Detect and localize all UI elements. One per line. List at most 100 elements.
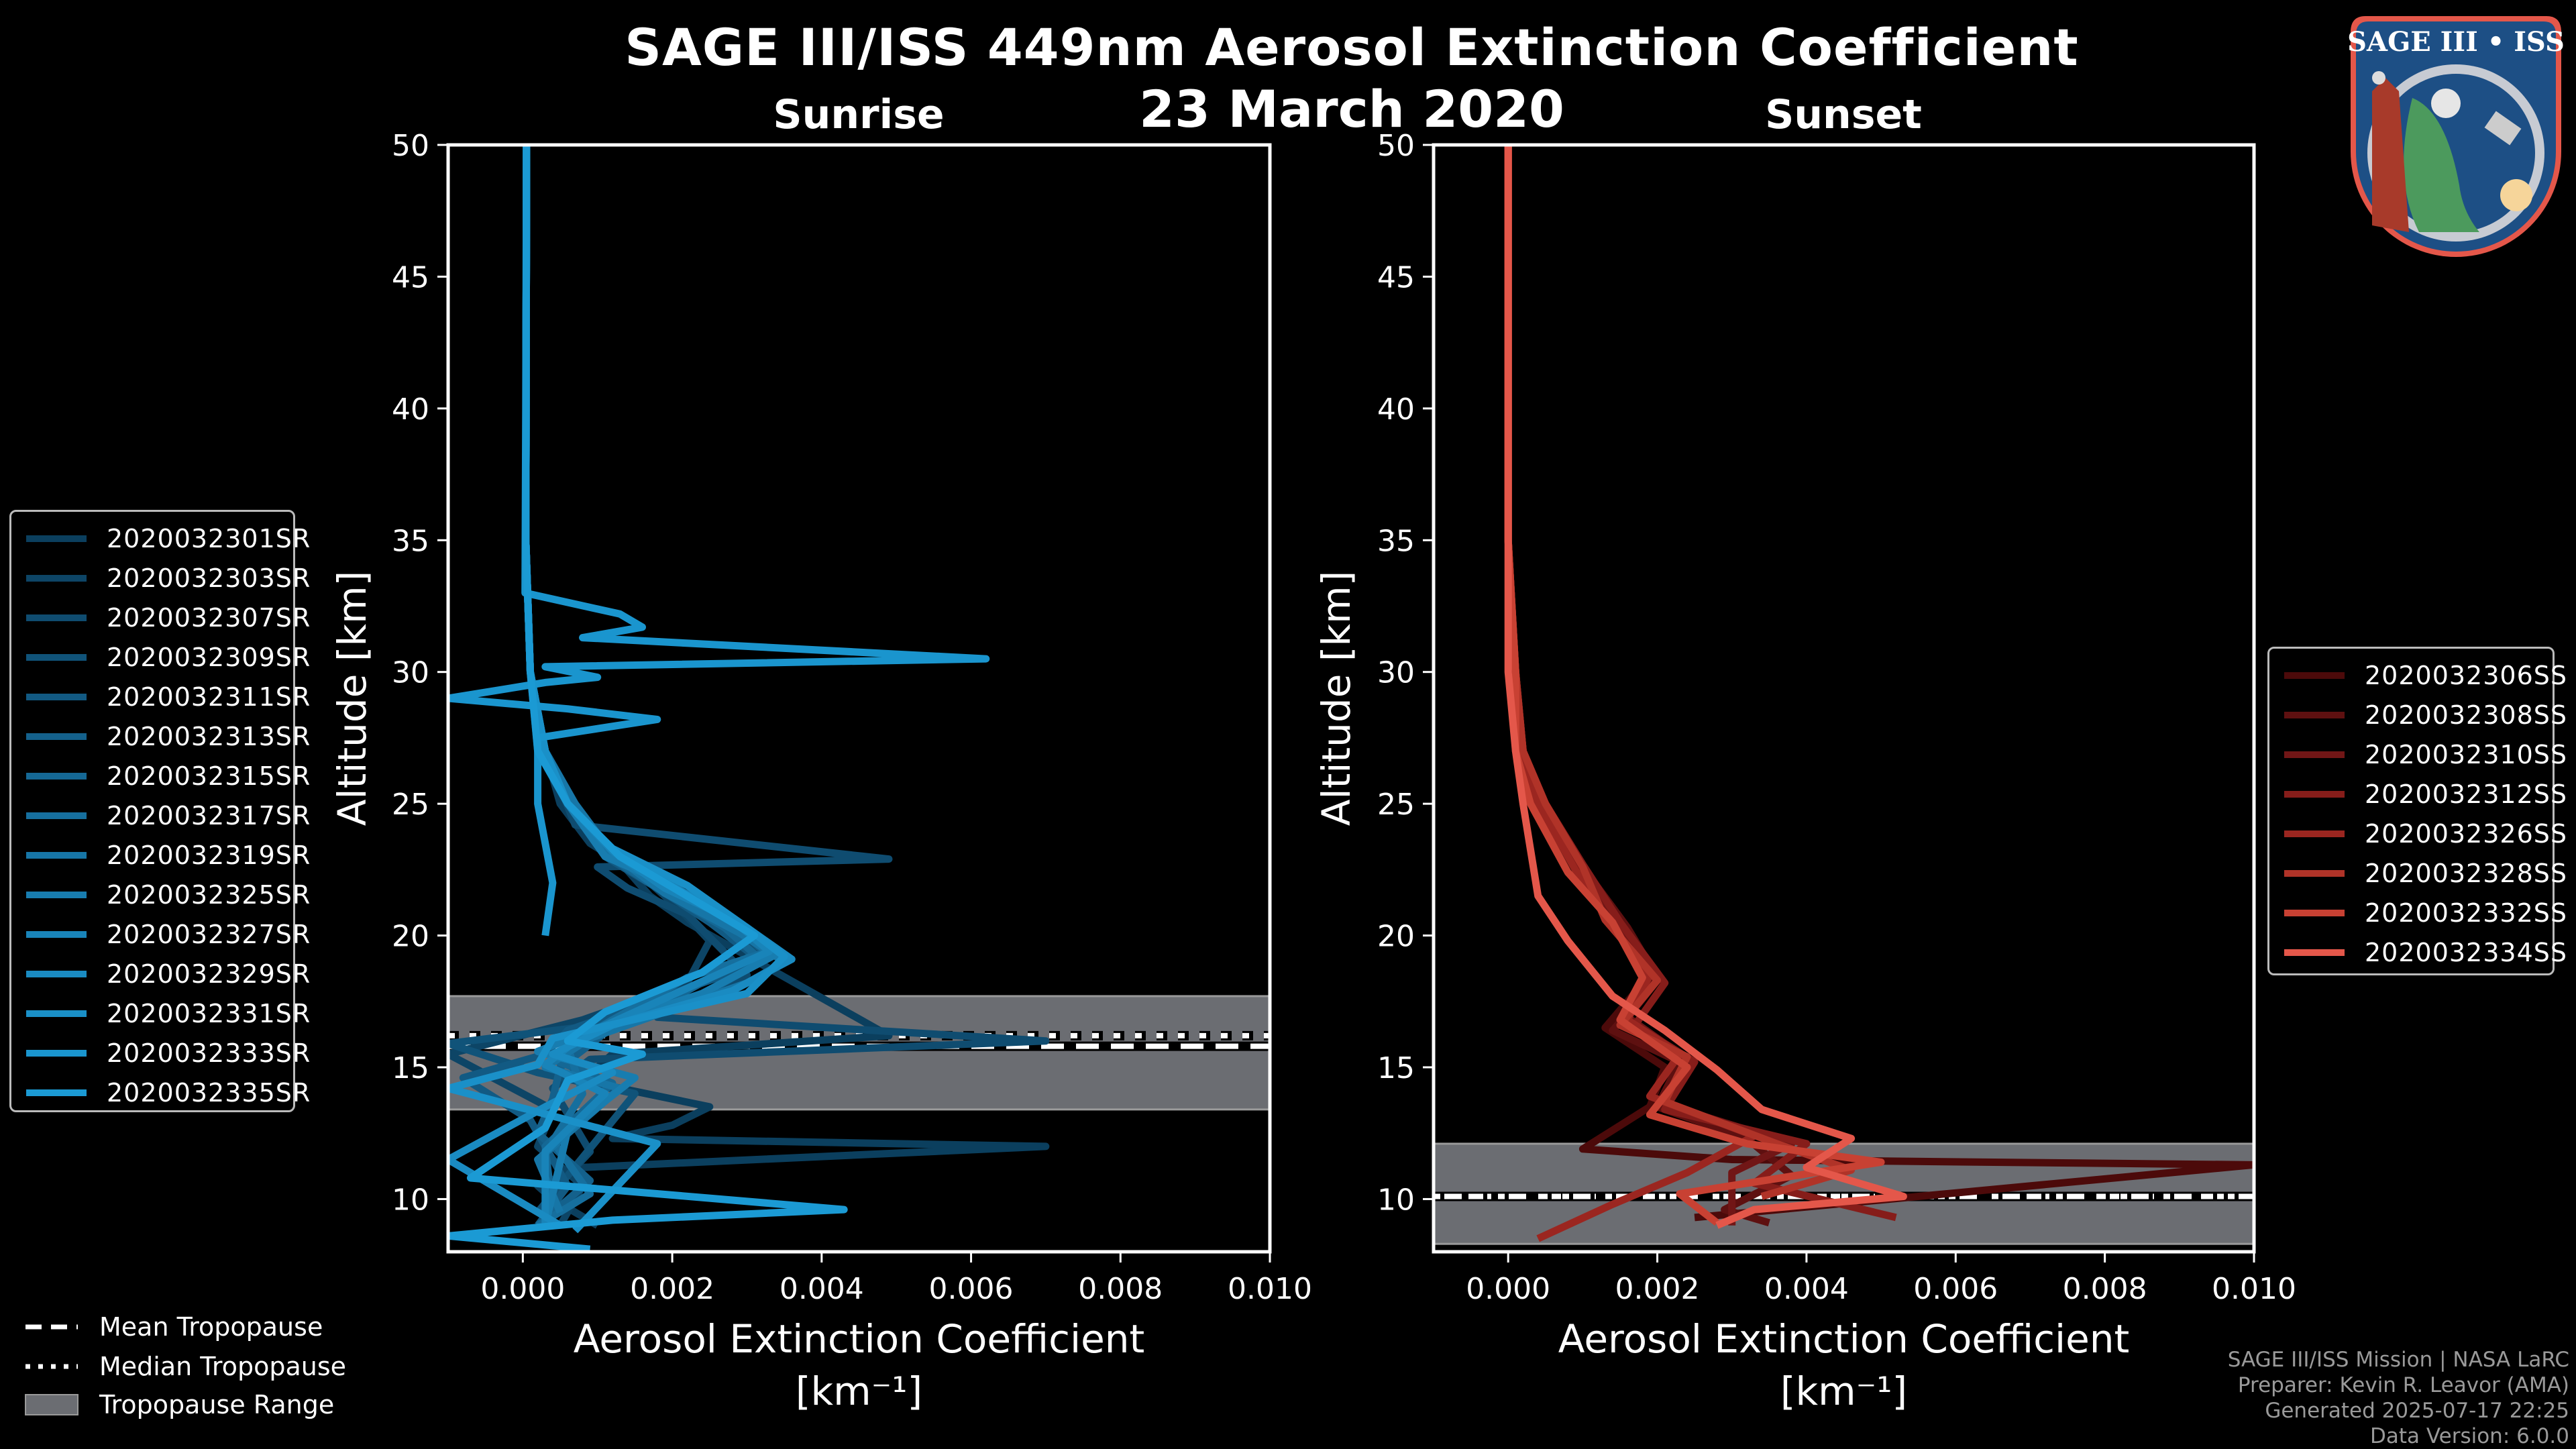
sunrise-xtick-label: 0.002 [630, 1272, 714, 1306]
legend-swatch [26, 1050, 87, 1057]
legend-label: 2020032315SR [107, 761, 311, 791]
sunset-ytick-label: 10 [1377, 1183, 1415, 1217]
legend-item: 2020032303SR [26, 564, 311, 593]
sunset-xtick-label: 0.008 [2063, 1272, 2147, 1306]
panel-title-sunrise: Sunrise [773, 91, 945, 138]
legend-label: 2020032325SR [107, 880, 311, 910]
legend-item: 2020032335SR [26, 1078, 311, 1108]
legend-range-label: Tropopause Range [99, 1390, 335, 1419]
legend-label: 2020032310SS [2365, 740, 2568, 769]
dotted-line-icon [25, 1364, 78, 1369]
credit-data-version: Data Version: 6.0.0 [2369, 1424, 2569, 1448]
sunset-xtick-label: 0.004 [1764, 1272, 1849, 1306]
sunset-xaxis-label: Aerosol Extinction Coefficient [1558, 1316, 2130, 1362]
legend-swatch [2284, 672, 2345, 679]
sunrise-ytick-label: 40 [392, 392, 429, 427]
legend-label: 2020032306SS [2365, 661, 2568, 690]
legend-swatch [26, 575, 87, 582]
legend-swatch [26, 614, 87, 621]
sunrise-xtick-label: 0.008 [1078, 1272, 1163, 1306]
sunset-xaxis-units: [km⁻¹] [1780, 1368, 1907, 1414]
dashed-line-icon [25, 1324, 78, 1330]
legend-label: 2020032329SR [107, 959, 311, 989]
legend-label: 2020032326SS [2365, 819, 2568, 849]
legend-swatch [2284, 830, 2345, 837]
sunrise-plot: 0.000 0.002 0.004 0.006 0.008 0.010 10 15 20 25 30… [329, 129, 1312, 1414]
legend-label: 2020032334SS [2365, 938, 2568, 967]
sunset-xtick-label: 0.000 [1466, 1272, 1550, 1306]
legend-swatch [26, 1010, 87, 1017]
sunrise-xaxis-units: [km⁻¹] [796, 1368, 922, 1414]
legend-label: 2020032332SS [2365, 898, 2568, 928]
legend-swatch [26, 733, 87, 740]
sunset-ytick-label: 45 [1377, 260, 1415, 294]
legend-item: 2020032331SR [26, 999, 311, 1028]
legend-median-tropopause: Median Tropopause [24, 1352, 346, 1381]
legend-item: 2020032309SR [26, 643, 311, 672]
legend-item: 2020032313SR [26, 722, 311, 751]
sunrise-xtick-label: 0.010 [1228, 1272, 1312, 1306]
legend-label: 2020032301SR [107, 524, 311, 553]
legend-swatch [2284, 910, 2345, 916]
legend-swatch [2284, 712, 2345, 718]
sunrise-ytick-label: 45 [392, 260, 429, 294]
legend-label: 2020032308SS [2365, 700, 2568, 730]
legend-item: 2020032311SR [26, 682, 311, 712]
legend-label: 2020032335SR [107, 1078, 311, 1108]
sunset-yaxis-label: Altitude [km] [1313, 571, 1359, 826]
sunrise-ytick-label: 50 [392, 129, 429, 163]
sunset-plot: 0.000 0.002 0.004 0.006 0.008 0.010 10 15 20 25 30… [1313, 129, 2296, 1414]
legend-mean-label: Mean Tropopause [99, 1312, 323, 1342]
legend-item: 2020032310SS [2284, 740, 2567, 769]
legend-item: 2020032307SR [26, 603, 311, 633]
sunset-ytick-label: 40 [1377, 392, 1415, 427]
legend-label: 2020032331SR [107, 999, 311, 1028]
legend-swatch [26, 1089, 87, 1096]
sunrise-axes-frame [446, 143, 1272, 1254]
legend-item: 2020032334SS [2284, 938, 2567, 967]
legend-label: 2020032328SS [2365, 859, 2568, 888]
sunset-xtick-label: 0.010 [2212, 1272, 2296, 1306]
legend-median-label: Median Tropopause [99, 1352, 346, 1381]
figure-date: 23 March 2020 [1139, 79, 1564, 139]
legend-item: 2020032315SR [26, 761, 311, 791]
legend-swatch [26, 931, 87, 938]
legend-label: 2020032333SR [107, 1038, 311, 1068]
sunset-ytick-label: 30 [1377, 656, 1415, 690]
series-line-2020032335SR [448, 145, 848, 1252]
sunset-xtick-label: 0.002 [1615, 1272, 1700, 1306]
legend-swatch [26, 694, 87, 700]
credit-generated: Generated 2025-07-17 22:25 [2265, 1399, 2569, 1423]
legend-label: 2020032327SR [107, 920, 311, 949]
sunset-axes-frame [1432, 143, 2256, 1254]
legend-swatch [2284, 791, 2345, 798]
sunrise-xtick-label: 0.004 [780, 1272, 864, 1306]
sunrise-xaxis-label: Aerosol Extinction Coefficient [574, 1316, 1145, 1362]
legend-swatch [2284, 751, 2345, 758]
legend-item: 2020032328SS [2284, 859, 2567, 888]
legend-swatch [26, 852, 87, 859]
legend-swatch [26, 971, 87, 977]
sunset-ytick-label: 20 [1377, 920, 1415, 954]
legend-label: 2020032309SR [107, 643, 311, 672]
legend-label: 2020032307SR [107, 603, 311, 633]
sunset-ytick-label: 25 [1377, 788, 1415, 822]
sunrise-xtick-label: 0.006 [929, 1272, 1014, 1306]
legend-item: 2020032312SS [2284, 780, 2567, 809]
sunset-plot-area [1434, 145, 2254, 1245]
sage-iii-iss-logo: SAGE III • ISS [2347, 16, 2565, 257]
sunrise-ytick-label: 20 [392, 920, 429, 954]
legend-label: 2020032317SR [107, 801, 311, 830]
sunset-xtick-label: 0.006 [1913, 1272, 1998, 1306]
sunset-ytick-label: 50 [1377, 129, 1415, 163]
sunrise-ytick-label: 10 [392, 1183, 429, 1217]
legend-item: 2020032327SR [26, 920, 311, 949]
credit-preparer: Preparer: Kevin R. Leavor (AMA) [2237, 1373, 2569, 1397]
legend-label: 2020032319SR [107, 841, 311, 870]
credits: SAGE III/ISS Mission | NASA LaRC Prepare… [2228, 1347, 2569, 1449]
sunrise-plot-area [448, 145, 1270, 1252]
legend-mean-tropopause: Mean Tropopause [24, 1312, 323, 1342]
logo-title: SAGE III • ISS [2347, 26, 2565, 58]
legend-swatch [26, 535, 87, 542]
